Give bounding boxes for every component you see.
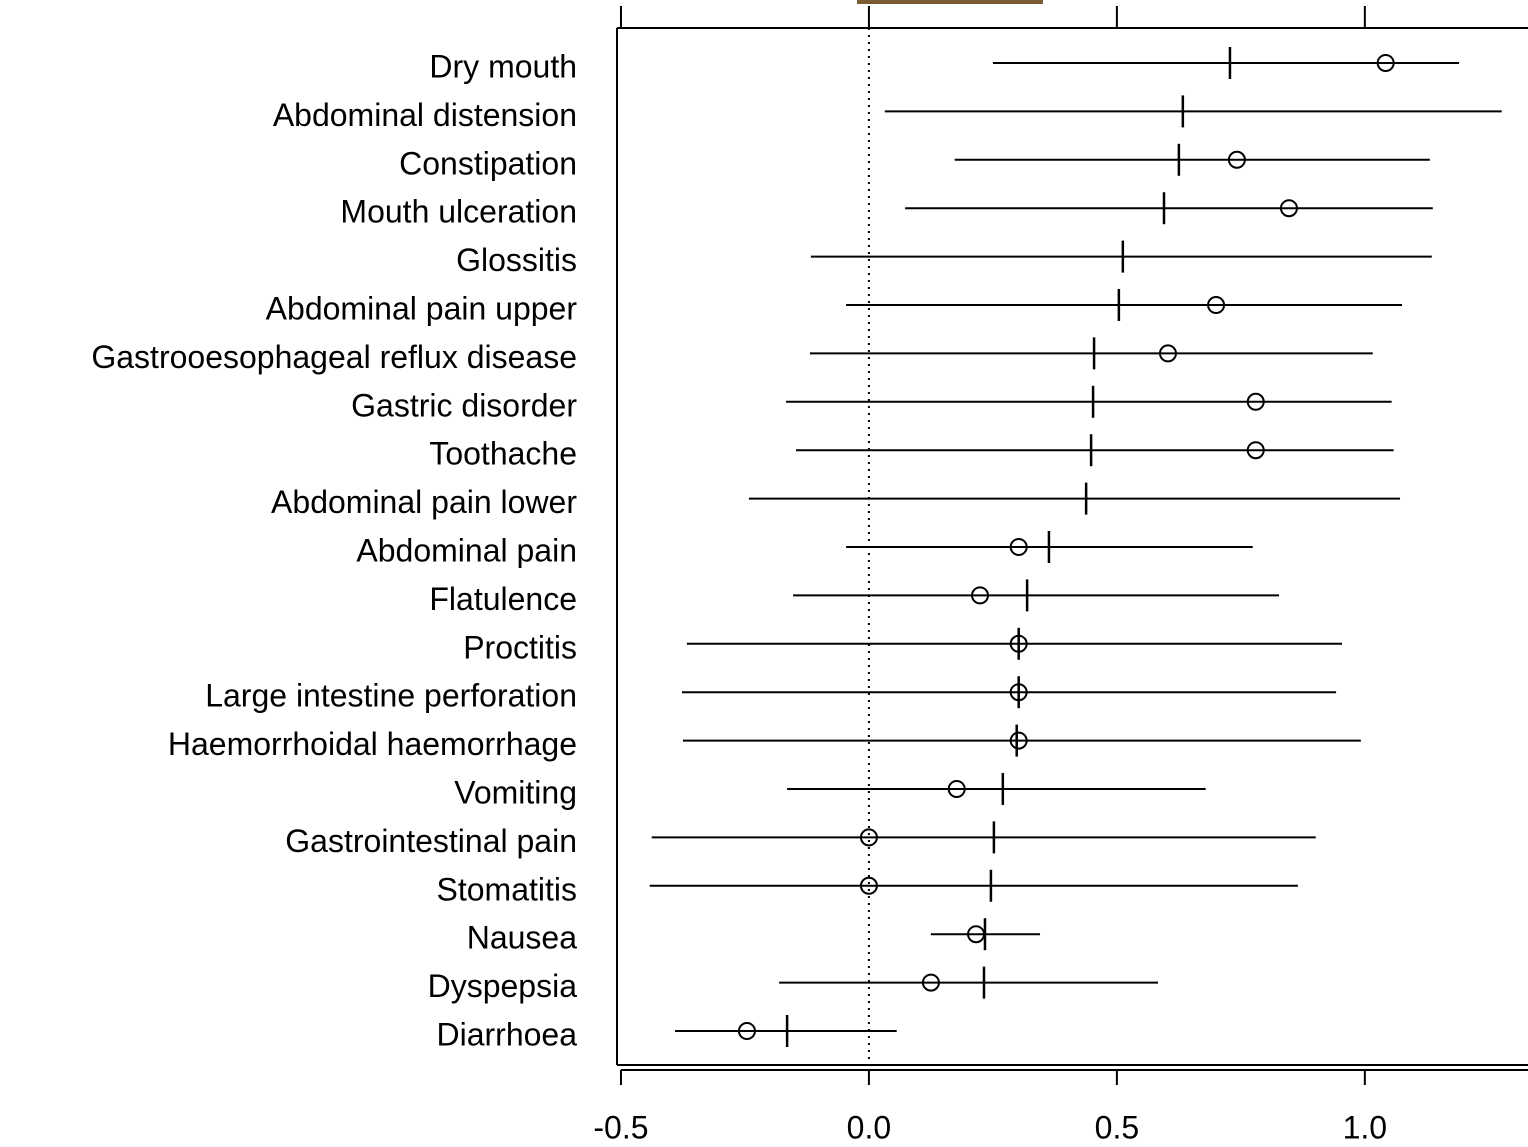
- observed-point: [1009, 634, 1028, 653]
- observed-point: [1009, 538, 1028, 556]
- observed-point: [859, 828, 878, 847]
- observed-point: [859, 876, 878, 895]
- category-label: Flatulence: [429, 581, 577, 617]
- observed-point: [921, 973, 940, 992]
- x-tick-label: 0.0: [847, 1109, 891, 1145]
- category-label: Abdominal distension: [273, 97, 577, 133]
- x-tick-label: 1.0: [1343, 1109, 1387, 1145]
- category-label: Mouth ulceration: [340, 194, 577, 230]
- observed-point: [1376, 54, 1395, 72]
- observed-point: [1009, 731, 1028, 750]
- category-label: Proctitis: [463, 629, 577, 665]
- category-label: Nausea: [467, 920, 578, 956]
- category-label: Abdominal pain: [356, 532, 577, 568]
- x-tick-label: -0.5: [593, 1109, 648, 1145]
- category-label: Abdominal pain upper: [266, 290, 578, 326]
- category-label: Stomatitis: [437, 871, 577, 907]
- observed-point: [737, 1022, 756, 1040]
- category-label: Vomiting: [454, 774, 577, 810]
- category-label: Gastric disorder: [351, 387, 577, 423]
- observed-point: [1279, 199, 1298, 218]
- category-label: Haemorrhoidal haemorrhage: [168, 726, 577, 762]
- category-label: Toothache: [429, 436, 577, 472]
- x-tick-label: 0.5: [1095, 1109, 1139, 1145]
- observed-point: [1158, 344, 1177, 363]
- category-label: Constipation: [399, 145, 577, 181]
- category-label: Gastrointestinal pain: [285, 823, 577, 859]
- observed-point: [967, 925, 986, 944]
- category-label: Dry mouth: [429, 48, 577, 84]
- observed-point: [971, 586, 990, 605]
- category-label: Diarrhoea: [436, 1016, 577, 1052]
- observed-point: [1246, 392, 1265, 411]
- observed-point: [1227, 150, 1246, 169]
- category-label: Gastrooesophageal reflux disease: [91, 339, 577, 375]
- top-image-fragment: [857, 0, 1043, 4]
- category-label: Glossitis: [456, 242, 577, 278]
- category-label: Dyspepsia: [428, 968, 578, 1004]
- category-label: Large intestine perforation: [205, 678, 577, 714]
- category-label: Abdominal pain lower: [271, 484, 577, 520]
- observed-point: [1207, 296, 1226, 314]
- observed-point: [1009, 683, 1028, 702]
- observed-point: [1246, 441, 1265, 460]
- observed-point: [947, 780, 966, 798]
